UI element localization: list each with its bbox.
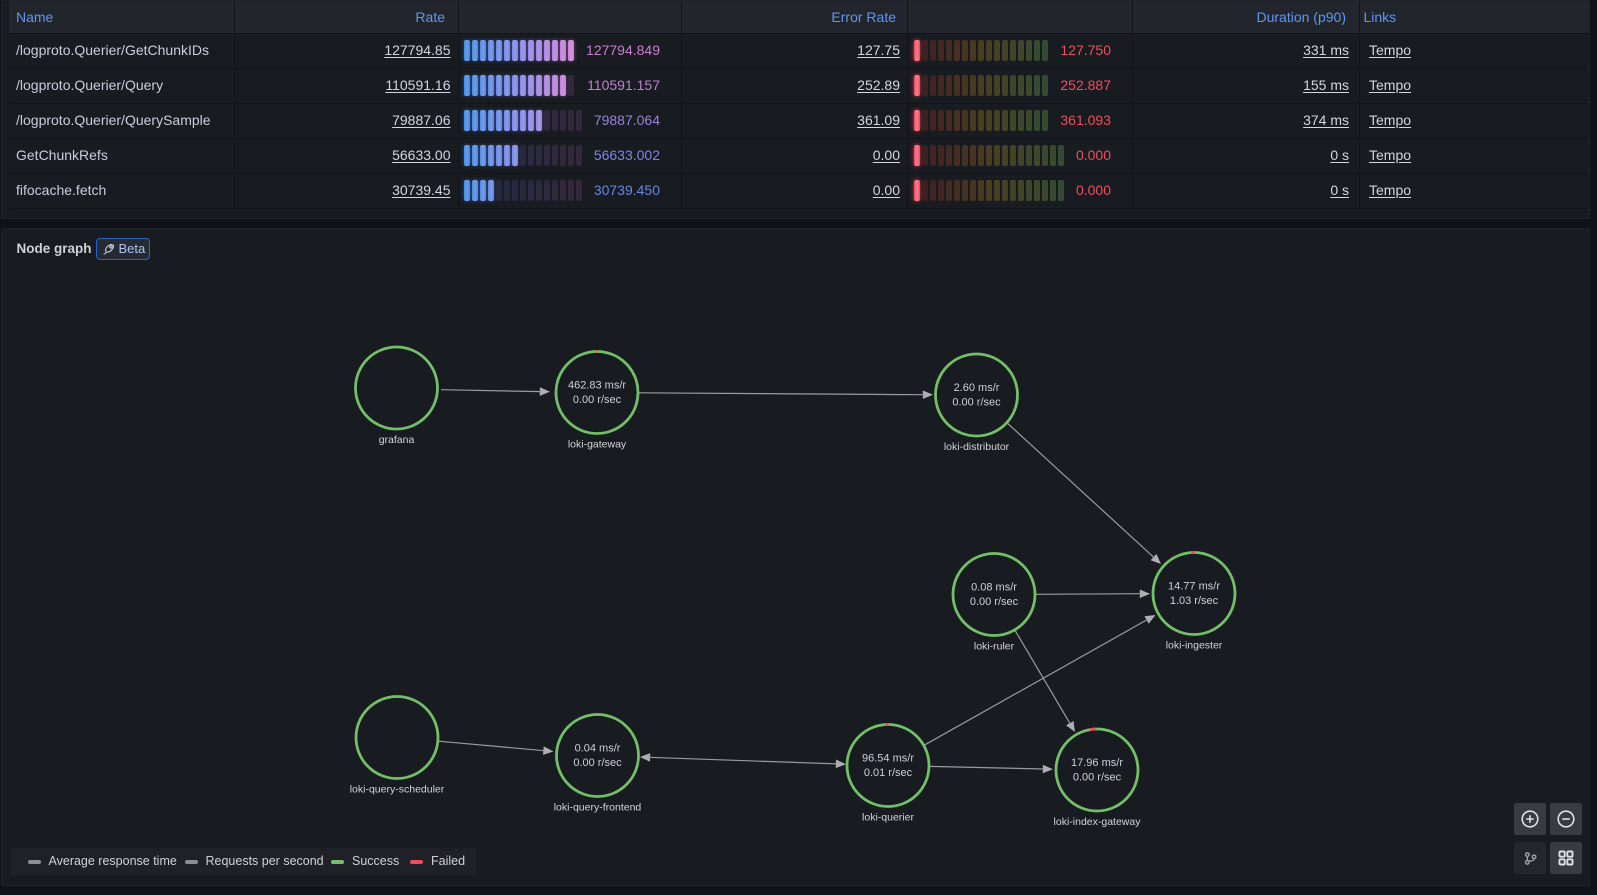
svg-text:0.00 r/sec: 0.00 r/sec (970, 596, 1019, 608)
svg-text:loki-index-gateway: loki-index-gateway (1054, 816, 1142, 828)
svg-text:loki-query-frontend: loki-query-frontend (554, 802, 642, 814)
svg-text:grafana: grafana (379, 434, 415, 446)
svg-text:0.00 r/sec: 0.00 r/sec (573, 757, 622, 769)
svg-text:17.96 ms/r: 17.96 ms/r (1071, 757, 1123, 769)
svg-text:0.08 ms/r: 0.08 ms/r (971, 582, 1017, 594)
svg-text:14.77 ms/r: 14.77 ms/r (1168, 581, 1220, 593)
svg-text:0.00 r/sec: 0.00 r/sec (952, 396, 1001, 408)
svg-text:462.83 ms/r: 462.83 ms/r (568, 380, 626, 392)
svg-text:0.04 ms/r: 0.04 ms/r (575, 743, 621, 755)
svg-text:loki-distributor: loki-distributor (944, 441, 1010, 453)
svg-text:2.60 ms/r: 2.60 ms/r (954, 382, 1000, 394)
svg-text:loki-gateway: loki-gateway (568, 439, 627, 451)
svg-text:loki-querier: loki-querier (862, 812, 914, 824)
svg-text:loki-ruler: loki-ruler (974, 641, 1015, 653)
svg-text:loki-ingester: loki-ingester (1166, 640, 1223, 652)
svg-text:0.01 r/sec: 0.01 r/sec (864, 767, 913, 779)
svg-text:1.03 r/sec: 1.03 r/sec (1170, 595, 1219, 607)
svg-text:0.00 r/sec: 0.00 r/sec (1073, 771, 1122, 783)
svg-text:96.54 ms/r: 96.54 ms/r (862, 753, 914, 765)
svg-text:loki-query-scheduler: loki-query-scheduler (350, 784, 445, 796)
svg-text:0.00 r/sec: 0.00 r/sec (573, 394, 622, 406)
